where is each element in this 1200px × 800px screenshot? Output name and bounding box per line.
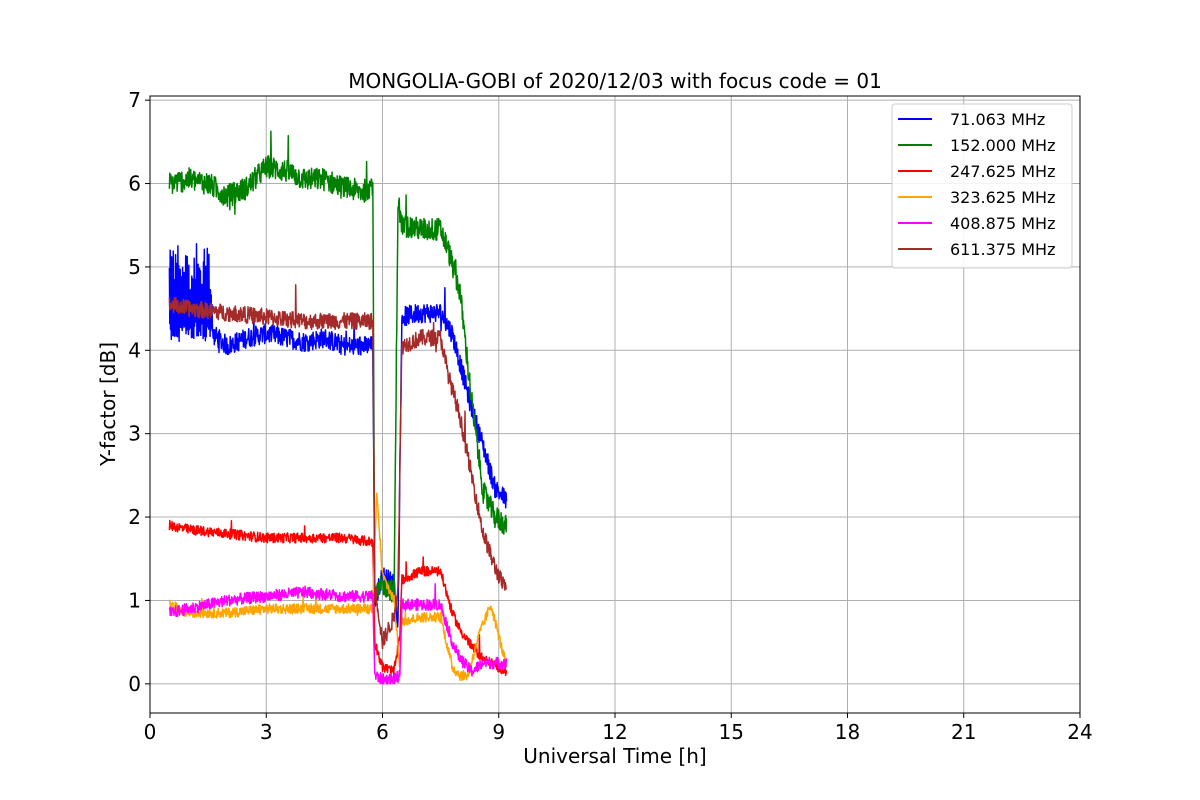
legend: 71.063 MHz 152.000 MHz 247.625 MHz 323.625 …	[891, 103, 1073, 269]
legend-entry: 611.375 MHz	[950, 240, 1055, 259]
x-tick-label: 21	[951, 720, 976, 744]
x-tick-label: 3	[260, 720, 273, 744]
legend-box	[891, 103, 1073, 269]
legend-entry: 71.063 MHz	[950, 110, 1045, 129]
legend-entry: 408.875 MHz	[950, 214, 1055, 233]
y-tick-label: 4	[128, 338, 141, 362]
x-tick-label: 12	[602, 720, 627, 744]
y-tick-label: 3	[128, 422, 141, 446]
x-tick-label: 15	[719, 720, 744, 744]
series-line-408_875-mhz	[168, 583, 508, 685]
x-tick-label: 24	[1067, 720, 1092, 744]
y-axis-label: Y-factor [dB]	[96, 342, 120, 467]
series-line-323_625-mhz	[168, 492, 508, 682]
series-line-611_375-mhz	[168, 284, 507, 650]
plot-lines	[168, 130, 508, 685]
x-tick-label: 6	[376, 720, 389, 744]
series-line-152_000-mhz	[168, 130, 508, 603]
x-tick-label: 18	[835, 720, 860, 744]
y-tick-label: 6	[128, 172, 141, 196]
x-tick-label: 9	[492, 720, 505, 744]
y-tick-label: 2	[128, 505, 141, 529]
legend-entry: 152.000 MHz	[950, 136, 1055, 155]
series-line-71_063-mhz	[168, 243, 508, 628]
y-tick-label: 7	[128, 88, 141, 112]
legend-entry: 323.625 MHz	[950, 188, 1055, 207]
x-axis-label: Universal Time [h]	[523, 744, 706, 768]
series-line-247_625-mhz	[168, 519, 508, 677]
chart-title: MONGOLIA-GOBI of 2020/12/03 with focus c…	[348, 69, 882, 93]
y-tick-label: 1	[128, 588, 141, 612]
legend-entry: 247.625 MHz	[950, 162, 1055, 181]
y-tick-label: 5	[128, 255, 141, 279]
y-tick-label: 0	[128, 672, 141, 696]
x-tick-label: 0	[144, 720, 157, 744]
